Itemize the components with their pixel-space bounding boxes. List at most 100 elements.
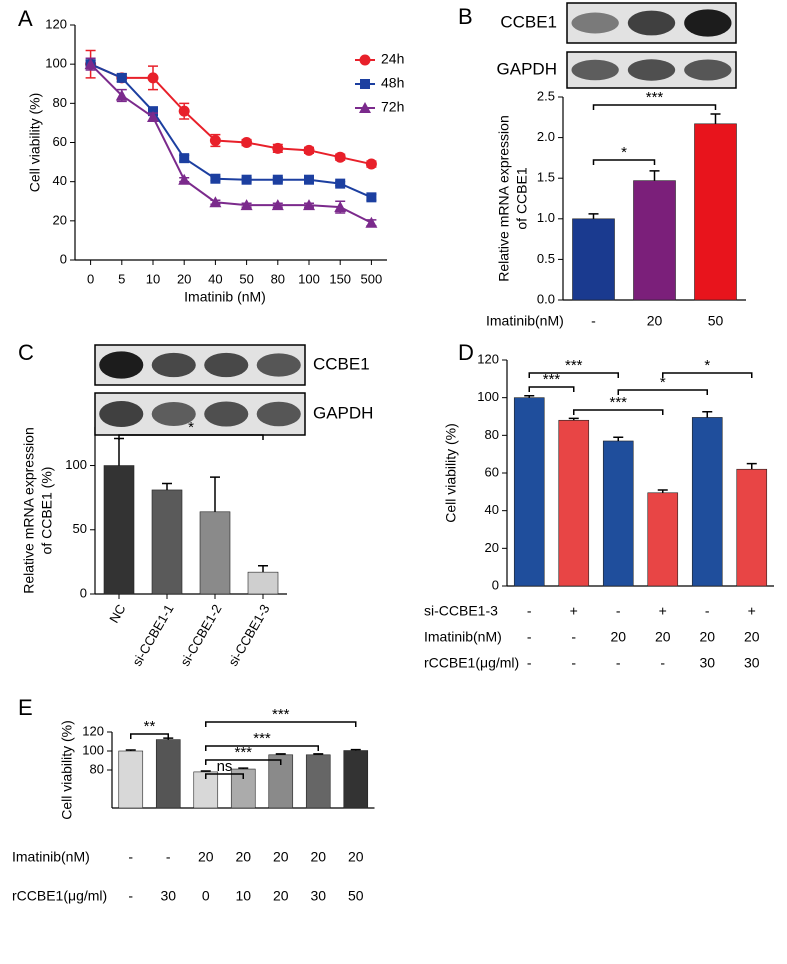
error-bar <box>588 213 599 219</box>
panel: B 0.0 0.5 1.0 1.5 2.0 2.5 Relative mRNA express… <box>458 2 746 329</box>
y-tick-label: 0 <box>492 577 499 592</box>
y-tick-label: 40 <box>485 502 499 517</box>
blot-band <box>627 10 676 36</box>
point <box>179 153 190 164</box>
significance-label: *** <box>565 357 583 374</box>
error-bar <box>125 749 136 751</box>
row-label: - <box>616 603 621 619</box>
point <box>365 158 377 170</box>
row-name: Imatinib(nM) <box>486 313 564 329</box>
bracket <box>573 409 664 415</box>
y-axis-title: Relative mRNA expression <box>496 115 512 282</box>
bracket <box>130 733 169 739</box>
panel-label: B <box>458 4 473 29</box>
row-label: - <box>660 655 665 671</box>
row-label: - <box>571 629 576 645</box>
point <box>116 72 127 83</box>
blot-label: CCBE1 <box>500 12 557 31</box>
error-bar <box>649 170 660 181</box>
bar <box>691 417 723 587</box>
bracket <box>528 372 619 378</box>
error-bar <box>238 767 249 770</box>
x-tick-label: 500 <box>361 271 383 286</box>
x-tick-label: si-CCBE1-1 <box>129 602 176 669</box>
row-label: 20 <box>647 313 663 329</box>
y-tick-label: 120 <box>477 351 499 366</box>
error-bar <box>210 476 220 512</box>
y-tick-label: 80 <box>90 761 104 776</box>
row-label: + <box>659 603 667 619</box>
bar <box>305 754 331 809</box>
y-tick-label: 0 <box>60 251 67 266</box>
point <box>360 79 370 89</box>
row-label: 20 <box>310 849 326 865</box>
error-bar <box>114 437 124 466</box>
panel: D 0 20 40 60 80 100 120 Cell viability (%) si-CCB… <box>424 340 774 671</box>
y-tick-label: 100 <box>65 457 87 472</box>
y-tick-label: 2.5 <box>537 88 555 103</box>
significance-label: *** <box>609 394 627 411</box>
row-label: - <box>591 313 596 329</box>
bracket <box>528 386 575 392</box>
y-axis-title: Relative mRNA expression <box>21 427 37 594</box>
row-label: + <box>570 603 578 619</box>
row-label: - <box>705 603 710 619</box>
x-tick-label: 5 <box>118 271 125 286</box>
bar <box>247 571 279 595</box>
row-label: - <box>166 849 171 865</box>
error-bar <box>258 564 268 573</box>
bar <box>633 180 676 301</box>
bar <box>513 397 545 587</box>
y-tick-label: 80 <box>485 427 499 442</box>
significance-label: *** <box>234 744 252 761</box>
row-label: 30 <box>310 888 326 904</box>
error-bar <box>524 395 535 398</box>
blot-label: GAPDH <box>497 59 557 78</box>
y-tick-label: 50 <box>73 521 87 536</box>
x-tick-label: 10 <box>146 271 160 286</box>
blot-band <box>99 351 144 379</box>
significance-label: * <box>704 357 710 374</box>
significance-label: * <box>660 374 666 391</box>
error-bar <box>613 436 624 441</box>
blot-band <box>684 59 732 81</box>
row-label: - <box>571 655 576 671</box>
y-tick-label: 40 <box>53 173 67 188</box>
point <box>365 216 378 228</box>
error-bar <box>568 417 579 421</box>
row-label: 30 <box>160 888 176 904</box>
row-label: - <box>527 603 532 619</box>
panel-label: C <box>18 340 34 365</box>
blot-band <box>204 401 249 427</box>
point <box>209 135 221 147</box>
blot-band <box>256 353 301 377</box>
point <box>359 102 371 113</box>
blot-band <box>571 59 619 81</box>
row-label: 20 <box>198 849 214 865</box>
row-label: - <box>616 655 621 671</box>
row-label: 10 <box>235 888 251 904</box>
row-label: - <box>128 849 133 865</box>
panel-label: E <box>18 695 33 720</box>
y-tick-label: 0.0 <box>537 291 555 306</box>
x-tick-label: 40 <box>208 271 222 286</box>
y-tick-label: 80 <box>53 95 67 110</box>
blot-band <box>204 352 249 378</box>
point <box>241 137 253 148</box>
bracket <box>205 773 244 779</box>
bar <box>155 739 181 809</box>
panel-label: D <box>458 340 474 365</box>
legend-label: 24h <box>381 51 404 67</box>
row-label: 20 <box>610 629 626 645</box>
significance-label: ** <box>144 718 156 735</box>
bar <box>558 419 590 587</box>
blot-band <box>571 12 619 34</box>
x-tick-label: 50 <box>239 271 253 286</box>
point <box>303 199 315 211</box>
y-axis-title: Cell viability (%) <box>443 423 459 523</box>
y-tick-label: 120 <box>45 16 67 31</box>
point <box>334 151 346 163</box>
point <box>147 111 159 123</box>
row-label: 0 <box>202 888 210 904</box>
